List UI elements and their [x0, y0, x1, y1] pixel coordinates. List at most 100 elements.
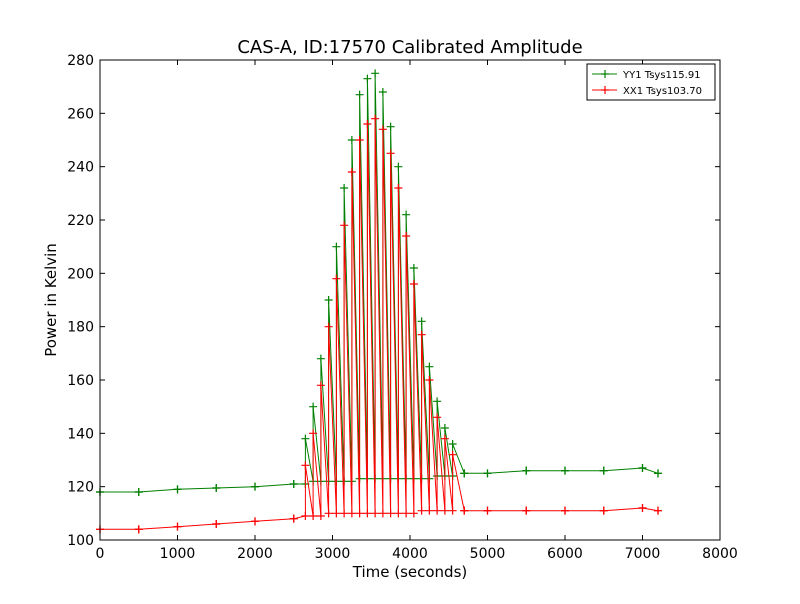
data-point — [371, 509, 380, 518]
data-point — [386, 149, 395, 158]
data-point — [363, 74, 372, 83]
data-point — [324, 509, 333, 518]
data-point — [212, 520, 221, 528]
data-point — [460, 469, 469, 478]
x-axis-label: Time (seconds) — [352, 563, 468, 581]
data-point — [340, 184, 349, 192]
data-point — [638, 504, 647, 512]
plot-frame — [99, 59, 721, 541]
legend: YY1 Tsys115.91 XX1 Tsys103.70 — [586, 63, 716, 101]
series-2 — [96, 114, 662, 534]
data-point — [599, 506, 608, 515]
data-point — [394, 509, 403, 518]
data-point — [433, 506, 442, 515]
y-tick-label: 160 — [67, 373, 94, 389]
data-point — [347, 168, 356, 176]
data-point — [332, 274, 341, 283]
y-tick-label: 280 — [67, 53, 94, 69]
data-point — [561, 466, 569, 475]
y-tick-label: 240 — [67, 160, 94, 176]
y-tick-label: 200 — [67, 266, 94, 282]
data-point — [340, 221, 349, 230]
data-point — [402, 509, 411, 518]
data-point — [301, 512, 310, 520]
legend-marker — [601, 86, 609, 94]
data-point — [332, 242, 341, 251]
x-tick-label: 4000 — [392, 546, 428, 562]
data-point — [402, 232, 411, 240]
data-point — [316, 354, 325, 363]
data-point — [251, 482, 259, 491]
data-point — [654, 506, 662, 515]
data-point — [440, 424, 449, 432]
data-point — [173, 485, 182, 494]
x-tick-label: 5000 — [470, 546, 506, 562]
data-point — [448, 450, 457, 459]
data-point — [599, 466, 608, 475]
y-tick-label: 100 — [67, 533, 94, 549]
y-tick-label: 140 — [67, 426, 94, 442]
data-point — [289, 480, 298, 488]
y-tick-label: 260 — [67, 106, 94, 122]
data-point — [355, 509, 364, 518]
data-point — [425, 506, 434, 515]
data-point — [340, 509, 349, 518]
data-point — [386, 509, 395, 518]
data-point — [378, 88, 387, 96]
x-tick-label: 7000 — [625, 546, 661, 562]
data-point — [460, 506, 469, 515]
data-point — [316, 381, 325, 390]
data-point — [134, 488, 143, 496]
data-point — [440, 506, 449, 515]
data-point — [173, 522, 182, 531]
data-point — [309, 512, 318, 520]
legend-label: YY1 Tsys115.91 — [622, 70, 701, 81]
data-point — [448, 506, 457, 515]
data-point — [440, 434, 449, 443]
ticks-layer: 0 1000 2000 3000 4000 5000 6000 7000 8000 100 120 1… — [67, 53, 738, 562]
data-point — [638, 464, 647, 472]
data-point — [251, 517, 259, 526]
data-point — [425, 362, 434, 371]
data-point — [309, 402, 318, 411]
x-tick-label: 2000 — [237, 546, 273, 562]
data-point — [289, 514, 298, 523]
data-point — [394, 184, 403, 192]
data-point — [355, 90, 364, 99]
data-point — [417, 330, 426, 339]
data-point — [394, 162, 403, 171]
data-point — [448, 440, 457, 448]
data-point — [561, 506, 569, 515]
series-line — [100, 118, 659, 530]
data-point — [433, 413, 442, 422]
legend-label: XX1 Tsys103.70 — [623, 86, 702, 97]
data-point — [301, 434, 310, 443]
data-point — [378, 509, 387, 518]
chart-title: CAS-A, ID:17570 Calibrated Amplitude — [237, 37, 582, 58]
y-tick-label: 180 — [67, 320, 94, 336]
x-tick-label: 1000 — [160, 546, 196, 562]
data-point — [425, 376, 434, 384]
data-point — [522, 466, 531, 475]
x-tick-label: 0 — [96, 546, 105, 562]
data-point — [355, 136, 364, 144]
data-point — [324, 322, 333, 331]
series-line — [100, 73, 659, 493]
data-point — [371, 114, 380, 123]
data-point — [522, 506, 531, 515]
data-point — [347, 136, 356, 144]
data-point — [332, 509, 341, 518]
data-point — [212, 484, 221, 492]
data-point — [371, 69, 380, 78]
legend-marker — [601, 70, 609, 78]
data-point — [134, 525, 143, 534]
data-point — [483, 469, 492, 478]
data-point — [654, 469, 662, 478]
x-tick-label: 6000 — [547, 546, 583, 562]
data-point — [316, 512, 325, 520]
data-point — [386, 122, 395, 131]
x-tick-label: 8000 — [702, 546, 738, 562]
data-point — [417, 317, 426, 326]
